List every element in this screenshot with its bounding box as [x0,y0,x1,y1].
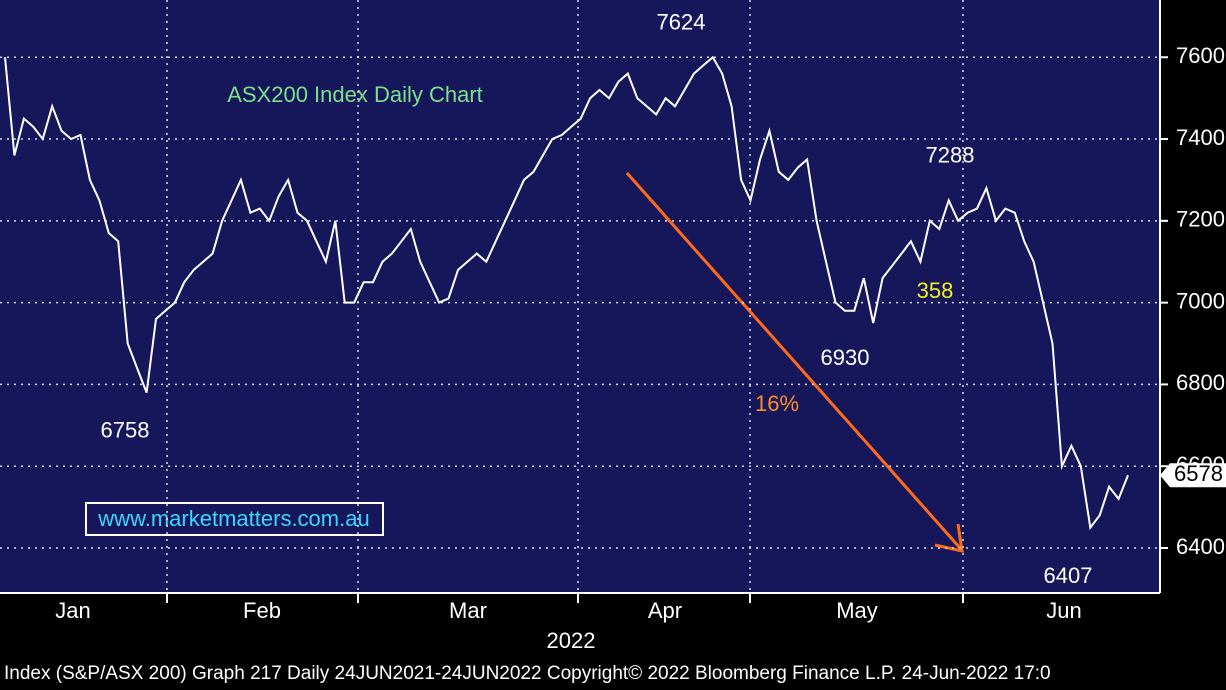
month-label: Jan [55,598,90,623]
trend-arrow [625,172,962,549]
y-tick-label: 6400 [1176,534,1225,559]
price-annotation: 6758 [101,417,150,442]
y-tick-label: 7000 [1176,288,1225,313]
y-tick-label: 6800 [1176,370,1225,395]
price-annotation: 6930 [821,345,870,370]
drop-label: 16% [755,391,799,416]
month-label: Apr [648,598,682,623]
price-annotation: 7288 [926,143,975,168]
chart-title: ASX200 Index Daily Chart [227,82,483,107]
month-label: May [836,598,878,623]
x-axis-label: 2022 [547,628,596,653]
watermark-box [85,502,384,536]
y-tick-label: 7600 [1176,43,1225,68]
price-annotation: 7624 [657,9,706,34]
arrow-head [934,523,964,553]
y-tick-label: 7200 [1176,207,1225,232]
price-annotation: 6407 [1044,563,1093,588]
bounce-label: 358 [917,278,954,303]
footer: Index (S&P/ASX 200) Graph 217 Daily 24JU… [4,663,1051,684]
last-price-label: 6578 [1174,461,1223,486]
month-label: Jun [1046,598,1081,623]
watermark: www.marketmatters.com.au [97,506,369,531]
price-line [4,55,1129,531]
plot-background [0,0,1160,593]
y-tick-label: 7400 [1176,125,1225,150]
month-label: Mar [449,598,487,623]
last-price-tag [1160,463,1226,488]
month-label: Feb [243,598,281,623]
axis-background [1160,0,1226,593]
